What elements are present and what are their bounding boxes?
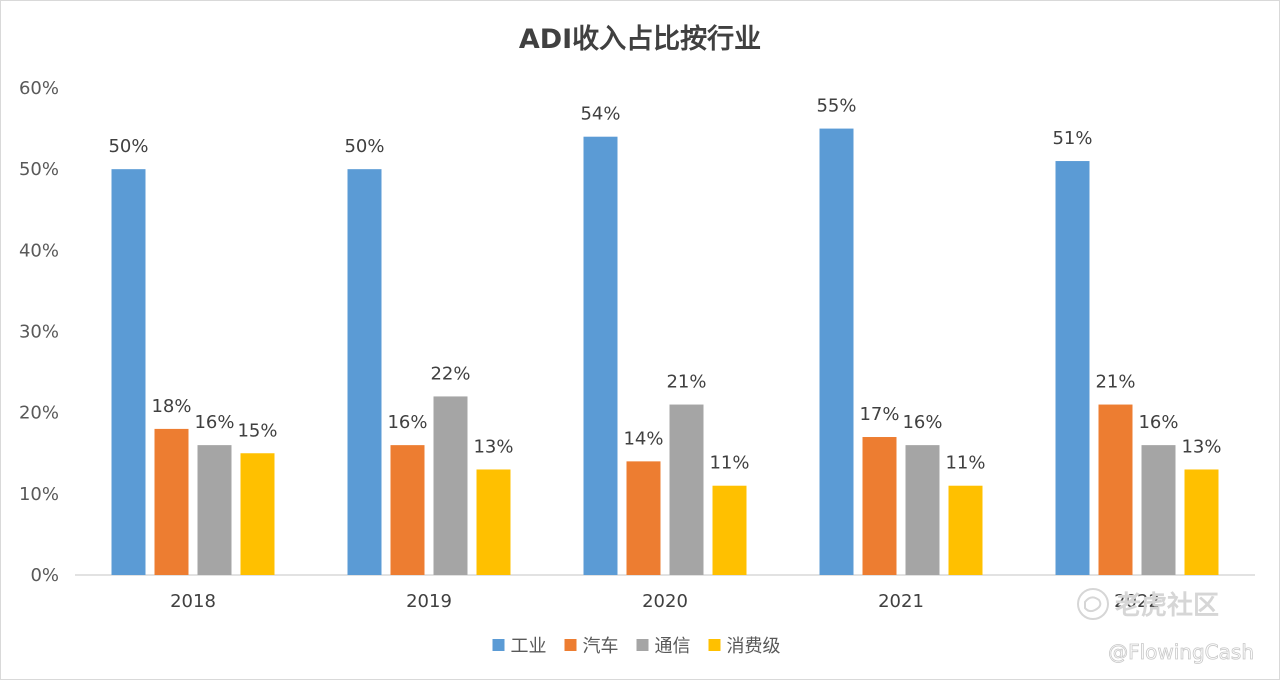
y-tick-label: 60% [19,78,59,99]
bar-2019-消费级 [476,469,511,575]
bar-2022-汽车 [1098,404,1133,575]
data-label: 11% [709,453,749,474]
x-category-label: 2020 [642,591,688,612]
watermark-handle: @FlowingCash [1108,640,1254,664]
data-label: 11% [945,453,985,474]
data-label: 13% [1181,436,1221,457]
y-tick-label: 30% [19,322,59,343]
data-label: 21% [666,372,706,393]
bar-2021-工业 [819,128,854,576]
data-label: 50% [344,136,384,157]
legend-label: 消费级 [727,636,781,657]
bar-2022-工业 [1055,161,1090,576]
x-category-label: 2019 [406,591,452,612]
data-label: 50% [108,136,148,157]
x-category-label: 2018 [170,591,216,612]
legend-swatch [636,639,649,651]
legend-swatch [708,639,721,651]
data-label: 54% [580,104,620,125]
x-category-label: 2022 [1114,591,1160,612]
data-labels-group: 50%18%16% 15%50%16%22%13%54%14%21%11%55%1… [108,96,1221,474]
bar-2020-汽车 [626,461,661,575]
bar-2018-消费级 [240,453,275,575]
data-label: 18% [151,396,191,417]
data-label: 16% [194,412,234,433]
data-label: 14% [623,428,663,449]
y-tick-label: 50% [19,159,59,180]
legend-label: 通信 [655,636,691,657]
bar-2021-通信 [905,445,940,575]
bar-2019-通信 [433,396,468,575]
y-tick-label: 10% [19,484,59,505]
y-axis: 0% 10% 20% 30% 40% 50% 60% [19,78,59,586]
bar-2021-消费级 [948,485,983,575]
legend-swatch [564,639,577,651]
bar-2018-汽车 [154,428,189,575]
legend: 工业 汽车 通信 消费级 [492,636,781,657]
x-category-label: 2021 [878,591,924,612]
data-label: 16% [1138,412,1178,433]
data-label: 16% [902,412,942,433]
legend-label: 汽车 [583,636,619,657]
data-label: 16% [387,412,427,433]
legend-swatch [492,639,505,651]
data-label: 51% [1052,128,1092,149]
bar-2019-汽车 [390,445,425,575]
bar-2018-工业 [111,169,146,575]
watermark-brand: 老虎社区 [1115,590,1219,621]
bar-2020-通信 [669,404,704,575]
data-label: 15% [237,420,277,441]
bar-2021-汽车 [862,437,897,575]
bar-2018-通信 [197,445,232,575]
bar-2019-工业 [347,169,382,575]
bar-2020-工业 [583,136,618,575]
data-label: 55% [816,96,856,117]
y-tick-label: 40% [19,240,59,261]
bars-group [111,128,1219,576]
bar-2022-通信 [1141,445,1176,575]
watermark: 老虎社区 @FlowingCash [1077,588,1254,664]
tiger-logo-icon [1077,588,1109,620]
chart-title: ADI收入占比按行业 [519,23,761,55]
data-label: 22% [430,363,470,384]
bar-2022-消费级 [1184,469,1219,575]
y-tick-label: 20% [19,403,59,424]
bar-2020-消费级 [712,485,747,575]
data-label: 21% [1095,372,1135,393]
y-tick-label: 0% [30,565,59,586]
legend-label: 工业 [511,636,547,657]
data-label: 17% [859,404,899,425]
data-label: 13% [473,436,513,457]
x-axis-categories: 2018 2019 2020 2021 2022 [170,591,1160,612]
